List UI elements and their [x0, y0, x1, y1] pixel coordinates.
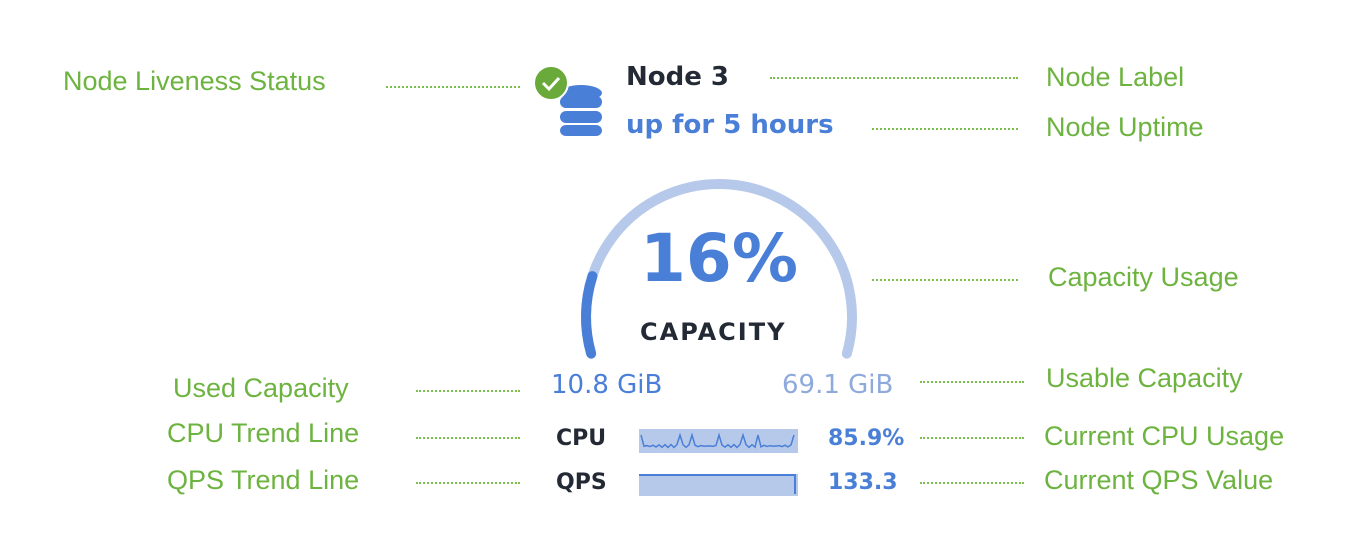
- leader-line: [416, 437, 520, 439]
- annotation-qps-trend: QPS Trend Line: [167, 465, 360, 495]
- node-label[interactable]: Node 3: [626, 62, 730, 92]
- node-uptime: up for 5 hours: [626, 110, 834, 140]
- annotation-cpu-trend: CPU Trend Line: [167, 418, 360, 448]
- capacity-caption: CAPACITY: [640, 318, 787, 346]
- leader-line: [872, 279, 1018, 281]
- annotation-cpu-current: Current CPU Usage: [1044, 421, 1285, 451]
- leader-line: [920, 437, 1024, 439]
- annotation-liveness: Node Liveness Status: [63, 66, 326, 96]
- database-icon: [560, 85, 602, 136]
- leader-line: [920, 482, 1024, 484]
- cpu-sparkline[interactable]: [639, 429, 798, 453]
- annotation-uptime: Node Uptime: [1046, 112, 1204, 142]
- qps-value: 133.3: [828, 470, 898, 495]
- annotation-label: Node Label: [1046, 62, 1185, 92]
- annotation-used-capacity: Used Capacity: [173, 373, 349, 403]
- leader-line: [416, 482, 520, 484]
- leader-line: [872, 128, 1018, 130]
- gauge-fill: [581, 271, 598, 359]
- annotation-qps-current: Current QPS Value: [1044, 465, 1274, 495]
- check-circle-icon: [533, 65, 569, 101]
- annotation-usable-capacity: Usable Capacity: [1046, 363, 1243, 393]
- capacity-gauge: [581, 179, 857, 359]
- qps-sparkline[interactable]: [639, 472, 798, 496]
- leader-line: [920, 381, 1024, 383]
- leader-line: [386, 86, 520, 88]
- leader-line: [770, 77, 1018, 79]
- qps-label: QPS: [556, 470, 607, 495]
- used-capacity: 10.8 GiB: [551, 370, 663, 400]
- cpu-value: 85.9%: [828, 426, 905, 451]
- annotation-capacity-usage: Capacity Usage: [1048, 262, 1239, 292]
- usable-capacity: 69.1 GiB: [782, 370, 894, 400]
- leader-line: [416, 390, 520, 392]
- capacity-percent: 16%: [640, 220, 798, 297]
- cpu-label: CPU: [556, 426, 607, 451]
